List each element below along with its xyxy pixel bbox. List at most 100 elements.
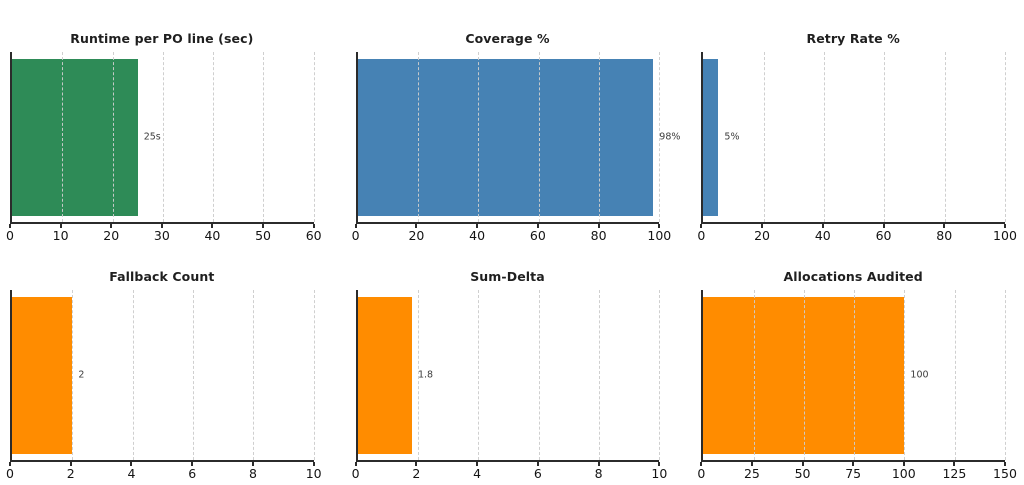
- gridline: [538, 52, 540, 222]
- tick-label: 4: [127, 466, 136, 481]
- tick-mark: [852, 462, 855, 466]
- gridline: [598, 52, 600, 222]
- tick-label: 0: [351, 466, 360, 481]
- tick-label: 75: [845, 466, 862, 481]
- plot-area: 5%: [701, 52, 1006, 224]
- tick-label: 20: [103, 228, 120, 243]
- tick-label: 25: [743, 466, 760, 481]
- gridline: [478, 52, 480, 222]
- tick-label: 60: [875, 228, 892, 243]
- gridline: [904, 290, 906, 460]
- tick-label: 20: [408, 228, 425, 243]
- gridline: [112, 52, 114, 222]
- gridline: [598, 290, 600, 460]
- tick-label: 40: [204, 228, 221, 243]
- gridline: [854, 290, 856, 460]
- tick-label: 50: [794, 466, 811, 481]
- plot-area: 25s: [10, 52, 315, 224]
- gridline: [1004, 290, 1006, 460]
- bar-value-label: 1.8: [417, 369, 434, 381]
- gridline: [954, 290, 956, 460]
- gridline: [659, 52, 661, 222]
- tick-label: 80: [590, 228, 607, 243]
- chart-panel-retry-rate: Retry Rate % 5% 0 20 40 60 80 100: [697, 16, 1017, 246]
- chart-panel-coverage: Coverage % 98% 0 20 40 60 80 100: [352, 16, 681, 246]
- tick-mark: [9, 462, 11, 466]
- gridline: [803, 290, 805, 460]
- tick-mark: [354, 224, 357, 228]
- gridline: [62, 52, 64, 222]
- x-axis: 0 25 50 75 100 125 150: [697, 462, 1017, 484]
- tick-label: 2: [66, 466, 75, 481]
- gridline: [213, 52, 215, 222]
- bar: [357, 296, 412, 455]
- tick-mark: [700, 224, 703, 228]
- tick-mark: [191, 462, 194, 466]
- tick-mark: [1003, 224, 1006, 228]
- bar-value-label: 98%: [659, 131, 681, 143]
- chart-panel-allocations-audited: Allocations Audited 100 0 25 50 75 100 125 150: [697, 254, 1017, 484]
- tick-label: 0: [6, 228, 14, 243]
- tick-label: 0: [697, 466, 706, 481]
- bar: [12, 296, 73, 455]
- tick-mark: [211, 224, 214, 228]
- tick-label: 10: [651, 466, 668, 481]
- gridline: [823, 52, 825, 222]
- x-axis: 0 2 4 6 8 10: [6, 462, 322, 484]
- tick-mark: [658, 224, 661, 228]
- tick-mark: [415, 462, 418, 466]
- tick-mark: [761, 224, 764, 228]
- tick-label: 50: [255, 228, 271, 243]
- tick-label: 100: [647, 228, 672, 243]
- bar-value-label: 100: [910, 369, 929, 381]
- tick-label: 0: [697, 228, 706, 243]
- gridline: [884, 52, 886, 222]
- x-axis: 0 20 40 60 80 100: [352, 224, 671, 246]
- tick-label: 40: [469, 228, 486, 243]
- tick-mark: [902, 462, 905, 466]
- gridline: [263, 52, 265, 222]
- tick-mark: [750, 462, 753, 466]
- tick-mark: [59, 224, 62, 228]
- gridline: [313, 290, 315, 460]
- tick-label: 125: [942, 466, 967, 481]
- tick-label: 10: [52, 228, 69, 243]
- gridline: [192, 290, 194, 460]
- gridline: [659, 290, 661, 460]
- tick-mark: [882, 224, 885, 228]
- tick-label: 0: [351, 228, 360, 243]
- gridline: [478, 290, 480, 460]
- tick-mark: [476, 224, 479, 228]
- tick-label: 40: [814, 228, 831, 243]
- gridline: [72, 290, 74, 460]
- tick-mark: [943, 224, 946, 228]
- tick-mark: [251, 462, 254, 466]
- chart-title: Sum-Delta: [470, 269, 545, 284]
- tick-label: 6: [188, 466, 197, 481]
- x-axis: 0 2 4 6 8 10: [352, 462, 667, 484]
- chart-title: Fallback Count: [109, 269, 215, 284]
- bar-value-label: 2: [78, 369, 85, 381]
- tick-label: 20: [754, 228, 770, 243]
- bar-value-label: 25s: [143, 131, 161, 143]
- tick-label: 8: [248, 466, 257, 481]
- tick-label: 4: [473, 466, 482, 481]
- chart-title: Runtime per PO line (sec): [70, 31, 254, 46]
- gridline: [162, 52, 164, 222]
- bar-value-label: 5%: [724, 131, 740, 143]
- chart-title: Coverage %: [465, 31, 550, 46]
- tick-mark: [312, 462, 315, 466]
- tick-label: 150: [993, 466, 1017, 481]
- tick-label: 30: [153, 228, 170, 243]
- tick-mark: [536, 224, 539, 228]
- gridline: [132, 290, 134, 460]
- tick-mark: [658, 462, 661, 466]
- tick-label: 10: [305, 466, 322, 481]
- tick-mark: [354, 462, 357, 466]
- plot-area: 100: [701, 290, 1006, 462]
- gridline: [538, 290, 540, 460]
- tick-mark: [9, 224, 11, 228]
- bar: [12, 58, 138, 217]
- chart-title: Allocations Audited: [783, 269, 923, 284]
